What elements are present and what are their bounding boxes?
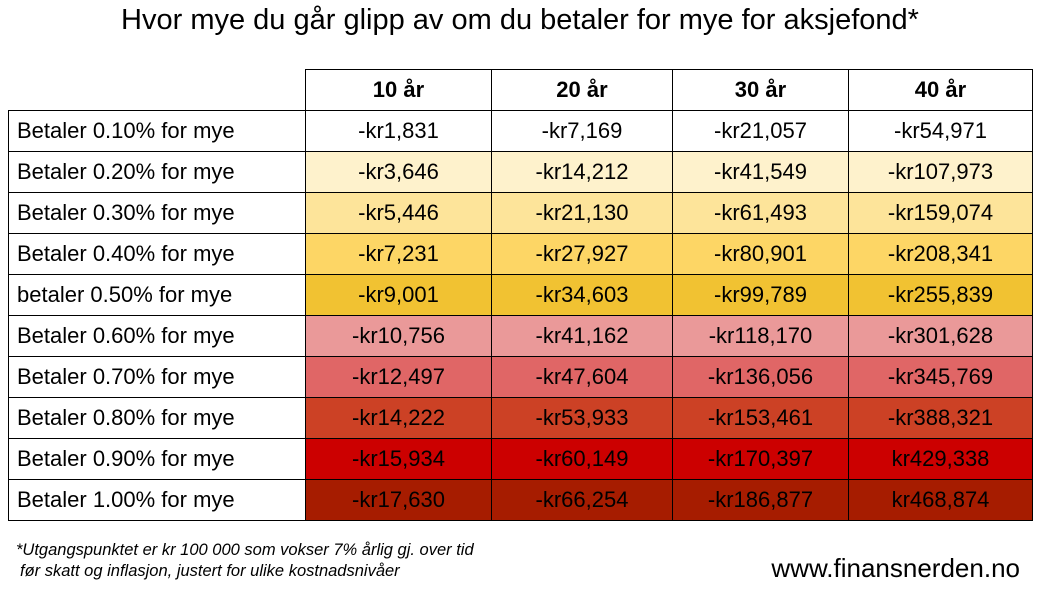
cell: -kr10,756: [305, 315, 492, 357]
table-row: Betaler 0.20% for mye -kr3,646 -kr14,212 -k…: [8, 151, 1033, 193]
cell: -kr54,971: [848, 110, 1033, 152]
cell: -kr153,461: [672, 397, 849, 439]
table-row: Betaler 0.10% for mye -kr1,831 -kr7,169 -kr…: [8, 110, 1033, 152]
cell: -kr53,933: [491, 397, 673, 439]
cell: -kr17,630: [305, 479, 492, 521]
footnote-line: *Utgangspunktet er kr 100 000 som vokser…: [16, 541, 474, 559]
row-label: Betaler 0.60% for mye: [8, 315, 306, 357]
cell: -kr27,927: [491, 233, 673, 275]
row-label: Betaler 1.00% for mye: [8, 479, 306, 521]
footnote: *Utgangspunktet er kr 100 000 som vokser…: [16, 540, 474, 582]
row-label: Betaler 0.30% for mye: [8, 192, 306, 234]
column-header: 20 år: [491, 69, 673, 111]
cell: -kr208,341: [848, 233, 1033, 275]
cell: -kr107,973: [848, 151, 1033, 193]
row-label: Betaler 0.10% for mye: [8, 110, 306, 152]
corner: [9, 70, 306, 111]
cell: -kr388,321: [848, 397, 1033, 439]
table-row: Betaler 0.30% for mye -kr5,446 -kr21,130 -k…: [8, 192, 1033, 234]
cell: -kr61,493: [672, 192, 849, 234]
cell: -kr1,831: [305, 110, 492, 152]
cell: -kr14,212: [491, 151, 673, 193]
cell: -kr99,789: [672, 274, 849, 316]
cell: -kr15,934: [305, 438, 492, 480]
row-label: Betaler 0.40% for mye: [8, 233, 306, 275]
cell: -kr7,169: [491, 110, 673, 152]
cell: -kr118,170: [672, 315, 849, 357]
cell: -kr136,056: [672, 356, 849, 398]
cell: -kr12,497: [305, 356, 492, 398]
header-row: 10 år 20 år 30 år 40 år: [9, 69, 1033, 111]
cell: -kr7,231: [305, 233, 492, 275]
column-header: 10 år: [305, 69, 492, 111]
cost-table: 10 år 20 år 30 år 40 år Betaler 0.10% for m…: [8, 69, 1033, 521]
cell: -kr301,628: [848, 315, 1033, 357]
title: Hvor mye du går glipp av om du betaler f…: [121, 4, 919, 36]
cell: -kr345,769: [848, 356, 1033, 398]
row-label: betaler 0.50% for mye: [8, 274, 306, 316]
cell: kr468,874: [848, 479, 1033, 521]
cell: -kr41,162: [491, 315, 673, 357]
cell: -kr80,901: [672, 233, 849, 275]
row-label: Betaler 0.80% for mye: [8, 397, 306, 439]
website: www.finansnerden.no: [771, 553, 1020, 583]
table-row: Betaler 0.60% for mye -kr10,756 -kr41,162-…: [8, 315, 1033, 357]
cell: -kr186,877: [672, 479, 849, 521]
table-row: betaler 0.50% for mye -kr9,001 -kr34,603 -k…: [8, 274, 1033, 316]
cell: -kr170,397: [672, 438, 849, 480]
table-row: Betaler 0.90% for mye -kr15,934 -kr60,149-…: [8, 438, 1033, 480]
table-row: Betaler 0.80% for mye -kr14,222 -kr53,933-…: [8, 397, 1033, 439]
cell: -kr47,604: [491, 356, 673, 398]
row-label: Betaler 0.70% for mye: [8, 356, 306, 398]
cell: -kr60,149: [491, 438, 673, 480]
cell: -kr5,446: [305, 192, 492, 234]
table-row: Betaler 0.70% for mye -kr12,497 -kr47,604-…: [8, 356, 1033, 398]
cell: -kr21,057: [672, 110, 849, 152]
table-body: Betaler 0.10% for mye -kr1,831 -kr7,169 -kr…: [8, 110, 1033, 521]
cell: -kr3,646: [305, 151, 492, 193]
table-row: Betaler 0.40% for mye -kr7,231 -kr27,927 -k…: [8, 233, 1033, 275]
column-header: 40 år: [848, 69, 1033, 111]
cell: -kr9,001: [305, 274, 492, 316]
row-label: Betaler 0.20% for mye: [8, 151, 306, 193]
cell: -kr66,254: [491, 479, 673, 521]
cell: kr429,338: [848, 438, 1033, 480]
cell: -kr21,130: [491, 192, 673, 234]
cell: -kr34,603: [491, 274, 673, 316]
table-row: Betaler 1.00% for mye -kr17,630 -kr66,254-…: [8, 479, 1033, 521]
cell: -kr159,074: [848, 192, 1033, 234]
cell: -kr41,549: [672, 151, 849, 193]
cell: -kr255,839: [848, 274, 1033, 316]
cell: -kr14,222: [305, 397, 492, 439]
footnote-line: før skatt og inflasjon, justert for ulik…: [20, 562, 400, 580]
column-header: 30 år: [672, 69, 849, 111]
row-label: Betaler 0.90% for mye: [8, 438, 306, 480]
